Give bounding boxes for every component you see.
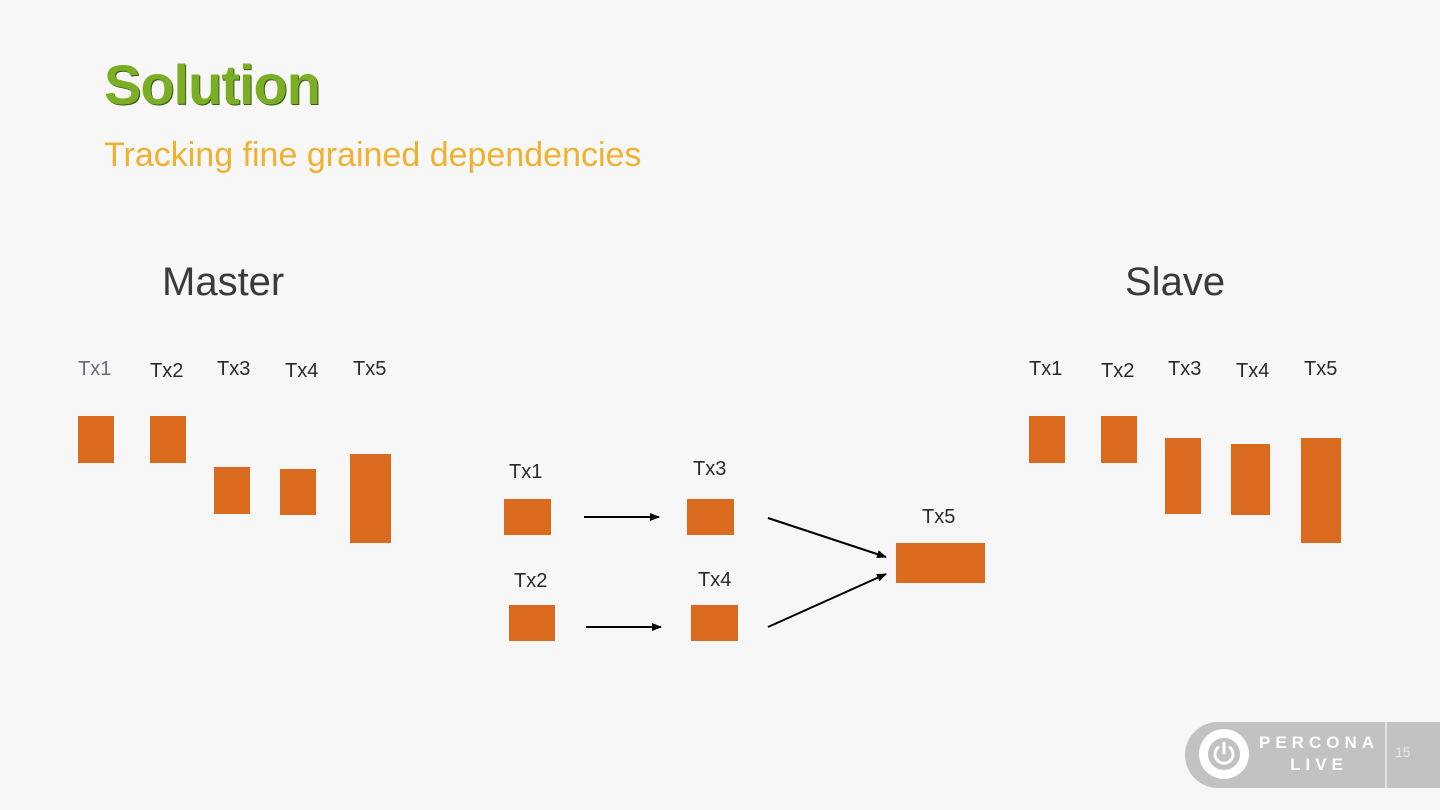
arrow-tx3-tx5 xyxy=(767,517,887,558)
slave-tx4-box xyxy=(1231,444,1270,515)
dep-label-tx4: Tx4 xyxy=(698,569,732,591)
master-heading: Master xyxy=(162,260,285,304)
master-tx1-box xyxy=(78,416,114,463)
percona-live-logo: PERCONA LIVE 15 xyxy=(1185,722,1440,788)
page-number: 15 xyxy=(1395,744,1411,760)
logo-divider xyxy=(1385,722,1387,788)
slave-label-tx2: Tx2 xyxy=(1101,360,1135,382)
dep-label-tx5: Tx5 xyxy=(922,506,956,528)
master-tx2-box xyxy=(150,416,186,463)
power-icon xyxy=(1199,729,1249,779)
dep-tx4-box xyxy=(691,605,738,641)
master-label-tx3: Tx3 xyxy=(217,358,251,380)
dep-tx2-box xyxy=(509,605,555,641)
slave-label-tx1: Tx1 xyxy=(1029,358,1063,380)
slide-title: Solution xyxy=(104,53,321,116)
dep-tx3-box xyxy=(687,499,734,535)
dep-tx1-box xyxy=(504,499,551,535)
arrow-tx4-tx5 xyxy=(767,573,887,628)
dep-label-tx1: Tx1 xyxy=(509,461,543,483)
dep-tx5-box xyxy=(896,543,985,583)
dep-label-tx2: Tx2 xyxy=(514,570,548,592)
master-label-tx5: Tx5 xyxy=(353,358,387,380)
slave-label-tx3: Tx3 xyxy=(1168,358,1202,380)
master-label-tx4: Tx4 xyxy=(285,360,319,382)
slave-tx1-box xyxy=(1029,416,1065,463)
slave-heading: Slave xyxy=(1125,260,1226,304)
logo-line1: PERCONA xyxy=(1259,733,1380,752)
master-tx5-box xyxy=(350,454,391,543)
slave-tx5-box xyxy=(1301,438,1341,543)
dep-label-tx3: Tx3 xyxy=(693,458,727,480)
logo-line2: LIVE xyxy=(1290,755,1348,774)
slave-label-tx4: Tx4 xyxy=(1236,360,1270,382)
master-tx4-box xyxy=(280,469,316,515)
logo-wordmark: PERCONA LIVE xyxy=(1259,732,1379,776)
slide-subtitle: Tracking fine grained dependencies xyxy=(104,136,642,174)
slave-label-tx5: Tx5 xyxy=(1304,358,1338,380)
master-tx3-box xyxy=(214,467,250,514)
slave-tx2-box xyxy=(1101,416,1137,463)
master-label-tx1: Tx1 xyxy=(78,358,112,380)
slave-tx3-box xyxy=(1165,438,1201,514)
master-label-tx2: Tx2 xyxy=(150,360,184,382)
